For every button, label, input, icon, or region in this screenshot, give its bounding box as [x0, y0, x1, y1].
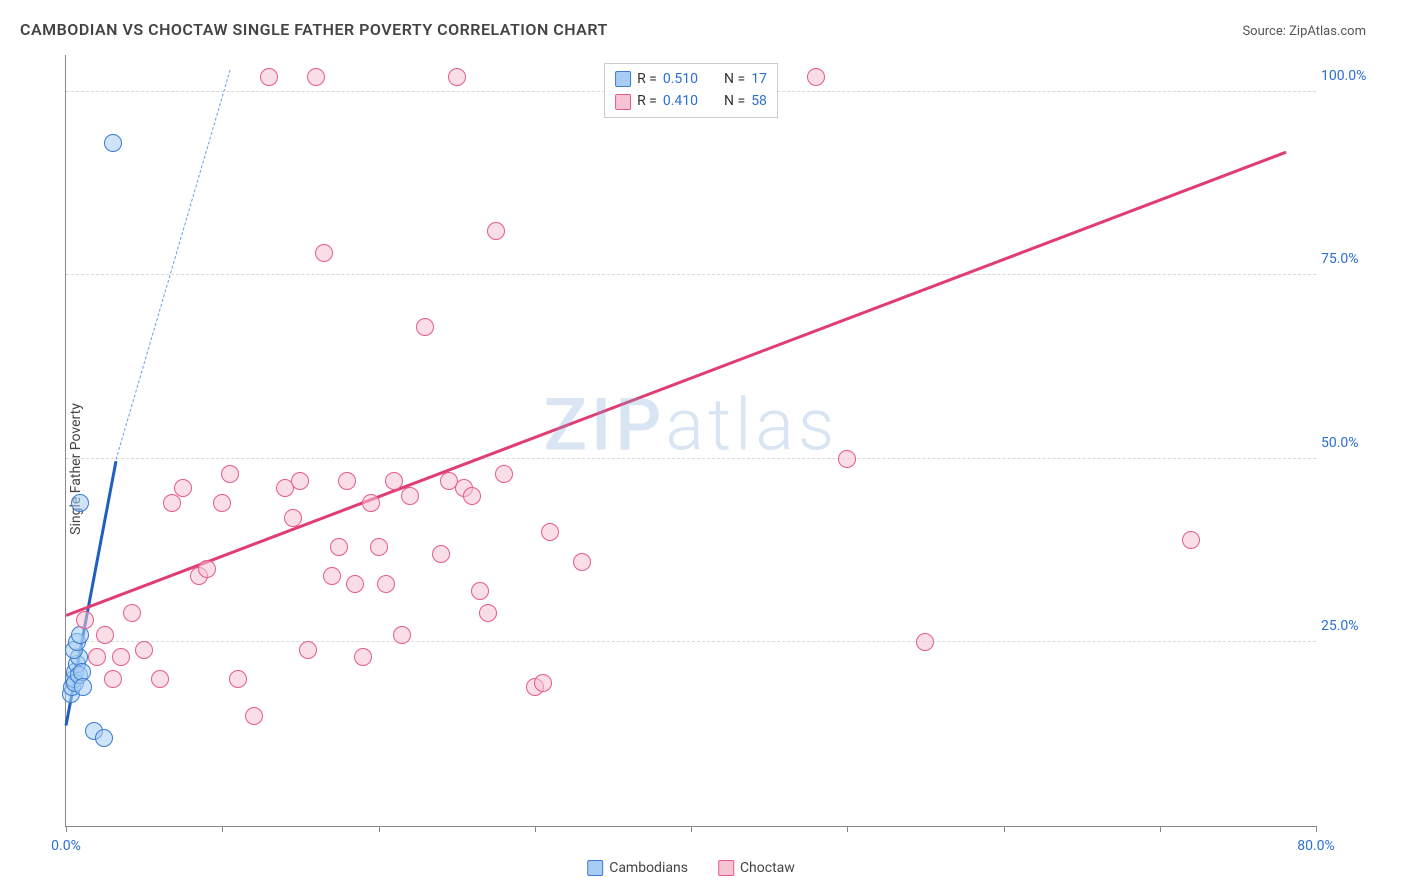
- data-point: [151, 670, 169, 688]
- correlation-legend: R = 0.510 N = 17 R = 0.410 N = 58: [604, 63, 778, 118]
- legend-swatch: [587, 860, 603, 876]
- r-value: 0.410: [663, 90, 698, 112]
- data-point: [76, 611, 94, 629]
- data-point: [323, 567, 341, 585]
- chart-area: Single Father Poverty R = 0.510N = 17R =…: [20, 55, 1386, 882]
- n-label: N =: [724, 90, 745, 112]
- data-point: [463, 487, 481, 505]
- data-point: [213, 494, 231, 512]
- legend-row: R = 0.410 N = 58: [615, 90, 767, 112]
- source-value: ZipAtlas.com: [1289, 24, 1366, 39]
- source-label: Source:: [1242, 24, 1285, 39]
- data-point: [1182, 531, 1200, 549]
- data-point: [96, 626, 114, 644]
- data-point: [95, 729, 113, 747]
- data-point: [573, 553, 591, 571]
- data-point: [354, 648, 372, 666]
- n-value: 58: [751, 90, 767, 112]
- x-tick: [222, 826, 223, 832]
- legend-row: R = 0.510 N = 17: [615, 68, 767, 90]
- y-tick-label: 75.0%: [1321, 251, 1381, 267]
- x-tick: [847, 826, 848, 832]
- data-point: [393, 626, 411, 644]
- data-point: [377, 575, 395, 593]
- watermark: ZIPatlas: [544, 383, 839, 468]
- data-point: [330, 538, 348, 556]
- legend-swatch: [615, 71, 631, 87]
- legend-swatch: [718, 860, 734, 876]
- data-point: [307, 68, 325, 86]
- n-label: N =: [724, 68, 745, 90]
- data-point: [315, 244, 333, 262]
- data-point: [838, 450, 856, 468]
- plot-region: R = 0.510N = 17R = 0.410N = 58 ZIPatlas …: [65, 55, 1316, 827]
- data-point: [916, 633, 934, 651]
- legend-swatch: [615, 94, 631, 110]
- data-point: [471, 582, 489, 600]
- data-point: [104, 670, 122, 688]
- data-point: [432, 545, 450, 563]
- data-point: [416, 318, 434, 336]
- data-point: [541, 523, 559, 541]
- data-point: [479, 604, 497, 622]
- data-point: [123, 604, 141, 622]
- legend-label: Choctaw: [740, 860, 795, 876]
- data-point: [163, 494, 181, 512]
- data-point: [104, 134, 122, 152]
- n-value: 17: [751, 68, 767, 90]
- x-tick-label: 0.0%: [51, 838, 81, 854]
- x-tick: [66, 826, 67, 832]
- x-tick: [379, 826, 380, 832]
- gridline-h: [66, 458, 1316, 459]
- data-point: [385, 472, 403, 490]
- data-point: [74, 678, 92, 696]
- data-point: [245, 707, 263, 725]
- data-point: [229, 670, 247, 688]
- data-point: [198, 560, 216, 578]
- data-point: [807, 68, 825, 86]
- data-point: [291, 472, 309, 490]
- y-tick-label: 100.0%: [1321, 68, 1381, 84]
- y-tick-label: 25.0%: [1321, 618, 1381, 634]
- data-point: [338, 472, 356, 490]
- data-point: [362, 494, 380, 512]
- data-point: [174, 479, 192, 497]
- data-point: [221, 465, 239, 483]
- x-tick: [1160, 826, 1161, 832]
- x-tick: [1004, 826, 1005, 832]
- legend-item: Choctaw: [718, 860, 795, 876]
- trend-line: [66, 151, 1287, 617]
- series-legend: Cambodians Choctaw: [587, 860, 795, 876]
- data-point: [299, 641, 317, 659]
- r-label: R =: [637, 90, 657, 112]
- data-point: [487, 222, 505, 240]
- x-tick-label: 80.0%: [1297, 838, 1335, 854]
- chart-title: CAMBODIAN VS CHOCTAW SINGLE FATHER POVER…: [20, 20, 608, 39]
- data-point: [71, 494, 89, 512]
- x-tick: [1316, 826, 1317, 832]
- source-attribution: Source: ZipAtlas.com: [1242, 24, 1366, 39]
- r-label: R =: [637, 68, 657, 90]
- data-point: [346, 575, 364, 593]
- y-tick-label: 50.0%: [1321, 435, 1381, 451]
- legend-item: Cambodians: [587, 860, 688, 876]
- legend-label: Cambodians: [609, 860, 688, 876]
- data-point: [284, 509, 302, 527]
- data-point: [495, 465, 513, 483]
- x-tick: [535, 826, 536, 832]
- r-value: 0.510: [663, 68, 698, 90]
- data-point: [112, 648, 130, 666]
- x-tick: [691, 826, 692, 832]
- data-point: [370, 538, 388, 556]
- data-point: [135, 641, 153, 659]
- data-point: [401, 487, 419, 505]
- data-point: [260, 68, 278, 86]
- data-point: [448, 68, 466, 86]
- gridline-h: [66, 274, 1316, 275]
- trend-line-extension: [116, 70, 231, 460]
- data-point: [534, 674, 552, 692]
- data-point: [88, 648, 106, 666]
- gridline-h: [66, 641, 1316, 642]
